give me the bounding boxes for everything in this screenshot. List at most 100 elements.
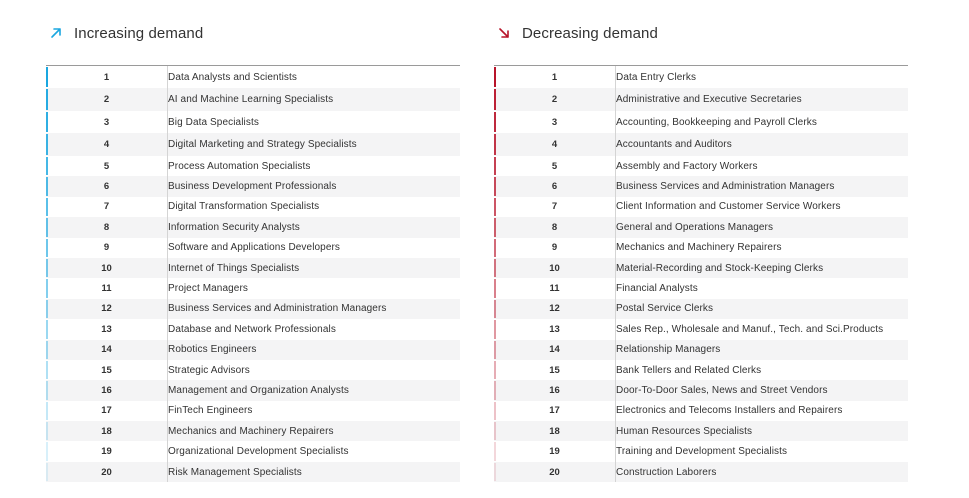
table-row: 10 Material-Recording and Stock-Keeping C… <box>494 257 908 279</box>
rank-number: 2 <box>46 88 168 111</box>
row-indicator-bar <box>46 442 48 461</box>
row-indicator-bar <box>494 89 496 110</box>
row-indicator-bar <box>46 299 48 319</box>
job-title: FinTech Engineers <box>168 405 253 417</box>
table-row: 3 Big Data Specialists <box>46 111 460 133</box>
row-indicator-bar <box>46 89 48 110</box>
arrow-up-right-icon <box>51 28 61 38</box>
rank-number: 15 <box>46 359 168 381</box>
table-row: 19 Organizational Development Specialists <box>46 441 460 462</box>
job-title: Construction Laborers <box>616 466 717 478</box>
job-title: Big Data Specialists <box>168 116 259 128</box>
row-indicator-bar <box>46 320 48 339</box>
job-title: General and Operations Managers <box>616 221 774 233</box>
increasing-demand-table: 1 Data Analysts and Scientists 2 AI and Mac… <box>46 65 460 483</box>
arrow-down-right-icon <box>499 28 509 38</box>
rank-number: 11 <box>494 278 616 299</box>
job-title: Risk Management Specialists <box>168 466 302 478</box>
row-indicator-bar <box>494 360 496 380</box>
job-title: Sales Rep., Wholesale and Manuf., Tech. … <box>616 323 884 335</box>
table-row: 18 Human Resources Specialists <box>494 421 908 442</box>
rank-number: 20 <box>46 461 168 483</box>
job-title: Client Information and Customer Service … <box>616 201 841 213</box>
rank-number: 13 <box>46 319 168 340</box>
job-title: Relationship Managers <box>616 344 721 356</box>
row-indicator-bar <box>46 157 48 176</box>
row-indicator-bar <box>494 299 496 319</box>
row-indicator-bar <box>494 401 496 421</box>
rank-number: 5 <box>46 156 168 177</box>
job-title: Project Managers <box>168 283 248 295</box>
row-indicator-bar <box>46 340 48 359</box>
table-row: 8 Information Security Analysts <box>46 217 460 238</box>
rank-number: 20 <box>494 461 616 483</box>
row-indicator-bar <box>494 320 496 339</box>
table-row: 3 Accounting, Bookkeeping and Payroll Cle… <box>494 111 908 133</box>
job-title: Business Services and Administration Man… <box>616 181 835 193</box>
job-title: Financial Analysts <box>616 283 698 295</box>
table-row: 10 Internet of Things Specialists <box>46 257 460 279</box>
job-title: Strategic Advisors <box>168 364 250 376</box>
job-title: Software and Applications Developers <box>168 242 341 254</box>
job-title: Material-Recording and Stock-Keeping Cle… <box>616 262 824 274</box>
table-row: 9 Software and Applications Developers <box>46 237 460 258</box>
table-row: 6 Business Development Professionals <box>46 176 460 197</box>
increasing-demand-title: Increasing demand <box>74 24 204 42</box>
table-row: 7 Client Information and Customer Service… <box>494 196 908 218</box>
rank-number: 12 <box>494 298 616 320</box>
rank-number: 6 <box>494 176 616 197</box>
rank-number: 10 <box>494 257 616 279</box>
decreasing-demand-title: Decreasing demand <box>522 24 658 42</box>
rank-number: 11 <box>46 278 168 299</box>
table-row: 17 FinTech Engineers <box>46 400 460 422</box>
table-row: 18 Mechanics and Machinery Repairers <box>46 421 460 442</box>
row-indicator-bar <box>494 238 496 257</box>
rank-number: 9 <box>46 237 168 258</box>
rank-number: 18 <box>494 421 616 442</box>
table-row: 20 Construction Laborers <box>494 461 908 483</box>
job-title: Organizational Development Specialists <box>168 446 349 458</box>
table-row: 8 General and Operations Managers <box>494 217 908 238</box>
row-indicator-bar <box>494 381 496 400</box>
table-row: 16 Management and Organization Analysts <box>46 380 460 401</box>
table-row: 5 Process Automation Specialists <box>46 156 460 177</box>
table-row: 1 Data Entry Clerks <box>494 66 908 88</box>
table-row: 16 Door-To-Door Sales, News and Street Ve… <box>494 380 908 401</box>
table-row: 12 Business Services and Administration M… <box>46 298 460 320</box>
job-title: Business Development Professionals <box>168 181 337 193</box>
row-indicator-bar <box>494 134 496 155</box>
table-row: 4 Accountants and Auditors <box>494 133 908 156</box>
table-row: 15 Bank Tellers and Related Clerks <box>494 359 908 381</box>
row-indicator-bar <box>46 422 48 441</box>
table-row: 15 Strategic Advisors <box>46 359 460 381</box>
rank-number: 2 <box>494 88 616 111</box>
job-title: Management and Organization Analysts <box>168 384 349 396</box>
rank-number: 12 <box>46 298 168 320</box>
table-row: 5 Assembly and Factory Workers <box>494 156 908 177</box>
row-indicator-bar <box>494 218 496 237</box>
table-row: 6 Business Services and Administration Ma… <box>494 176 908 197</box>
table-row: 2 AI and Machine Learning Specialists <box>46 88 460 111</box>
rank-number: 5 <box>494 156 616 177</box>
row-indicator-bar <box>46 218 48 237</box>
job-title: Electronics and Telecoms Installers and … <box>616 405 843 417</box>
row-indicator-bar <box>46 258 48 278</box>
job-title: AI and Machine Learning Specialists <box>168 94 334 105</box>
table-row: 7 Digital Transformation Specialists <box>46 196 460 218</box>
job-title: Digital Transformation Specialists <box>168 201 320 213</box>
rank-number: 3 <box>494 111 616 133</box>
row-indicator-bar <box>494 442 496 461</box>
row-indicator-bar <box>46 197 48 217</box>
table-row: 14 Relationship Managers <box>494 339 908 360</box>
job-title: Data Analysts and Scientists <box>168 71 297 83</box>
job-title: Training and Development Specialists <box>616 446 788 458</box>
job-title: Accounting, Bookkeeping and Payroll Cler… <box>616 116 817 128</box>
row-indicator-bar <box>494 177 496 196</box>
table-row: 13 Sales Rep., Wholesale and Manuf., Tech… <box>494 319 908 340</box>
table-row: 14 Robotics Engineers <box>46 339 460 360</box>
row-indicator-bar <box>46 238 48 257</box>
table-row: 1 Data Analysts and Scientists <box>46 66 460 88</box>
row-indicator-bar <box>46 112 48 132</box>
job-title: Mechanics and Machinery Repairers <box>616 242 782 254</box>
table-row: 12 Postal Service Clerks <box>494 298 908 320</box>
